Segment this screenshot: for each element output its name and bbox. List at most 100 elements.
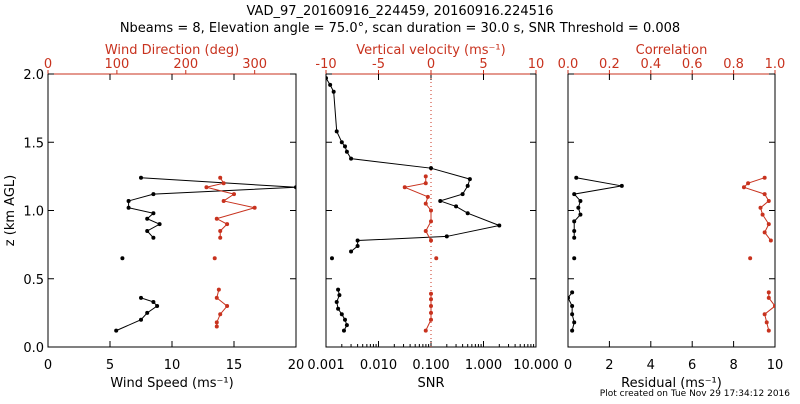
red-data-point bbox=[766, 290, 771, 295]
plot-area bbox=[326, 76, 502, 333]
y-tick-label: 2.0 bbox=[23, 68, 44, 83]
red-data-point bbox=[423, 174, 428, 179]
panel-frame bbox=[567, 73, 776, 348]
y-axis-label: z (km AGL) bbox=[3, 175, 18, 246]
red-series-line bbox=[206, 177, 255, 238]
x-tick-label: 6 bbox=[688, 358, 696, 373]
black-data-point bbox=[126, 205, 131, 210]
black-data-point bbox=[349, 156, 354, 161]
black-data-point bbox=[568, 295, 570, 300]
black-series-line bbox=[128, 177, 296, 239]
x-tick-label: 15 bbox=[226, 358, 243, 373]
red-data-point bbox=[434, 256, 439, 261]
plot-area bbox=[568, 175, 775, 333]
black-data-point bbox=[155, 304, 160, 309]
black-data-point bbox=[572, 235, 577, 240]
black-data-point bbox=[126, 198, 131, 203]
black-series-line bbox=[573, 177, 622, 238]
top-tick-label: 0.4 bbox=[640, 57, 661, 72]
x-tick-label: 8 bbox=[729, 358, 737, 373]
red-data-point bbox=[214, 295, 219, 300]
red-data-point bbox=[218, 228, 223, 233]
black-data-point bbox=[572, 256, 577, 261]
red-data-point bbox=[762, 312, 767, 317]
top-tick-label: 0.0 bbox=[558, 57, 579, 72]
red-data-point bbox=[423, 181, 428, 186]
black-data-point bbox=[578, 198, 583, 203]
red-data-point bbox=[758, 205, 763, 210]
chart-title: VAD_97_20160916_224459, 20160916.224516 bbox=[247, 4, 554, 19]
y-tick-label: 1.0 bbox=[23, 205, 44, 220]
top-tick-label: 0.6 bbox=[682, 57, 703, 72]
plot-created-footer: Plot created on Tue Nov 29 17:34:12 2016 bbox=[600, 389, 790, 399]
black-data-point bbox=[460, 192, 465, 197]
black-data-point bbox=[467, 177, 472, 182]
black-data-point bbox=[329, 256, 334, 261]
x-axis-label: Wind Speed (ms⁻¹) bbox=[110, 376, 233, 391]
black-data-point bbox=[465, 183, 470, 188]
red-data-point bbox=[762, 230, 767, 235]
black-data-point bbox=[339, 312, 344, 317]
black-data-point bbox=[328, 82, 333, 87]
red-data-point bbox=[218, 175, 223, 180]
black-data-point bbox=[334, 299, 339, 304]
red-data-point bbox=[762, 192, 767, 197]
black-data-point bbox=[139, 295, 143, 300]
black-data-point bbox=[334, 129, 339, 134]
red-data-point bbox=[766, 222, 771, 227]
black-data-point bbox=[576, 205, 581, 210]
red-data-point bbox=[429, 297, 433, 302]
panel-frame bbox=[47, 73, 297, 348]
red-data-point bbox=[423, 201, 428, 206]
red-data-point bbox=[221, 198, 226, 203]
black-data-point bbox=[145, 216, 150, 221]
black-data-point bbox=[619, 183, 624, 188]
red-data-point bbox=[429, 317, 433, 322]
top-axis-label: Correlation bbox=[636, 43, 708, 58]
chart-subtitle: Nbeams = 8, Elevation angle = 75.0°, sca… bbox=[120, 21, 680, 36]
top-tick-label: 1.0 bbox=[765, 57, 786, 72]
red-data-point bbox=[429, 304, 433, 309]
black-data-point bbox=[294, 185, 296, 190]
x-tick-label: 0 bbox=[44, 358, 52, 373]
x-tick-label: 0.100 bbox=[412, 358, 449, 373]
x-tick-label: 0 bbox=[564, 358, 572, 373]
red-data-point bbox=[760, 212, 765, 217]
red-data-point bbox=[214, 320, 219, 325]
x-tick-label: 5 bbox=[106, 358, 114, 373]
red-data-point bbox=[425, 194, 430, 199]
black-data-point bbox=[574, 175, 579, 180]
top-tick-label: 10 bbox=[528, 57, 545, 72]
red-data-point bbox=[216, 287, 221, 292]
black-data-point bbox=[570, 304, 575, 309]
red-data-point bbox=[429, 219, 433, 224]
red-data-point bbox=[218, 235, 223, 240]
black-data-point bbox=[355, 238, 360, 243]
y-tick-label: 1.5 bbox=[23, 136, 44, 151]
red-data-point bbox=[214, 216, 219, 221]
black-data-point bbox=[454, 204, 459, 209]
black-data-point bbox=[570, 328, 575, 333]
black-data-point bbox=[344, 323, 349, 328]
black-data-point bbox=[331, 89, 336, 94]
red-data-point bbox=[741, 185, 746, 190]
black-data-point bbox=[570, 290, 575, 295]
black-data-point bbox=[326, 76, 328, 81]
black-data-point bbox=[151, 211, 156, 216]
top-tick-label: 0 bbox=[44, 57, 52, 72]
red-data-point bbox=[764, 320, 769, 325]
black-data-point bbox=[145, 310, 150, 315]
black-data-point bbox=[572, 228, 577, 233]
top-tick-label: 0.2 bbox=[599, 57, 620, 72]
red-data-point bbox=[762, 175, 767, 180]
black-data-point bbox=[572, 219, 577, 224]
x-axis-label: Residual (ms⁻¹) bbox=[621, 376, 722, 391]
black-data-point bbox=[157, 222, 162, 227]
black-data-point bbox=[339, 140, 344, 145]
red-data-point bbox=[748, 256, 753, 261]
x-tick-label: 10 bbox=[164, 358, 181, 373]
x-tick-label: 0.010 bbox=[360, 358, 397, 373]
red-data-point bbox=[221, 181, 226, 186]
black-data-point bbox=[429, 166, 433, 171]
